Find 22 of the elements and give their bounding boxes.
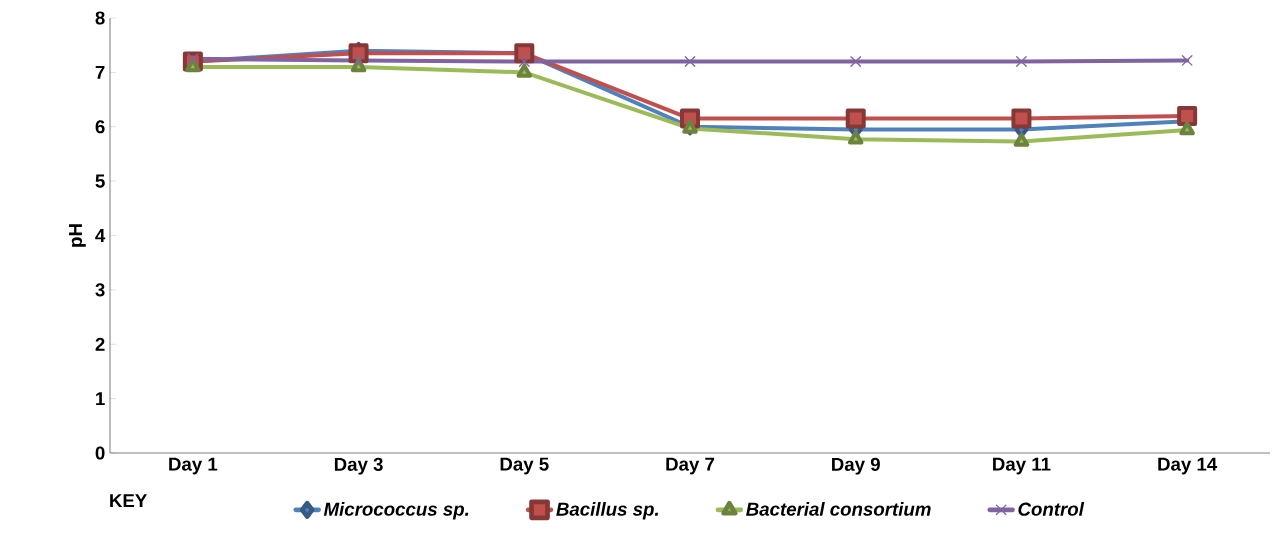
y-tick-label: 3: [95, 283, 105, 297]
y-tick-label: 2: [95, 337, 105, 351]
x-tick-label: Day 14: [1158, 457, 1218, 475]
x-tick-label: Day 1: [169, 457, 218, 475]
legend-label: Bacillus sp.: [556, 502, 659, 520]
legend-label: Micrococcus sp.: [323, 502, 469, 520]
y-axis-title: pH: [69, 224, 86, 247]
legend-title: KEY: [110, 494, 147, 508]
y-tick-label: 7: [95, 65, 105, 79]
y-tick-label: 4: [95, 229, 106, 242]
y-tick-label: 0: [95, 446, 105, 460]
x-tick-label: Day 9: [832, 457, 880, 475]
x-tick-label: Day 7: [666, 457, 715, 475]
y-tick-label: 1: [96, 392, 105, 406]
legend-label: Control: [1018, 502, 1085, 516]
x-tick-label: Day 11: [993, 457, 1051, 475]
x-tick-label: Day 3: [334, 457, 383, 475]
x-tick-label: Day 5: [500, 457, 549, 475]
y-tick-label: 5: [95, 174, 105, 188]
y-tick-label: 8: [95, 11, 105, 25]
legend-label: Bacterial consortium: [746, 502, 931, 516]
y-tick-label: 6: [95, 120, 105, 134]
